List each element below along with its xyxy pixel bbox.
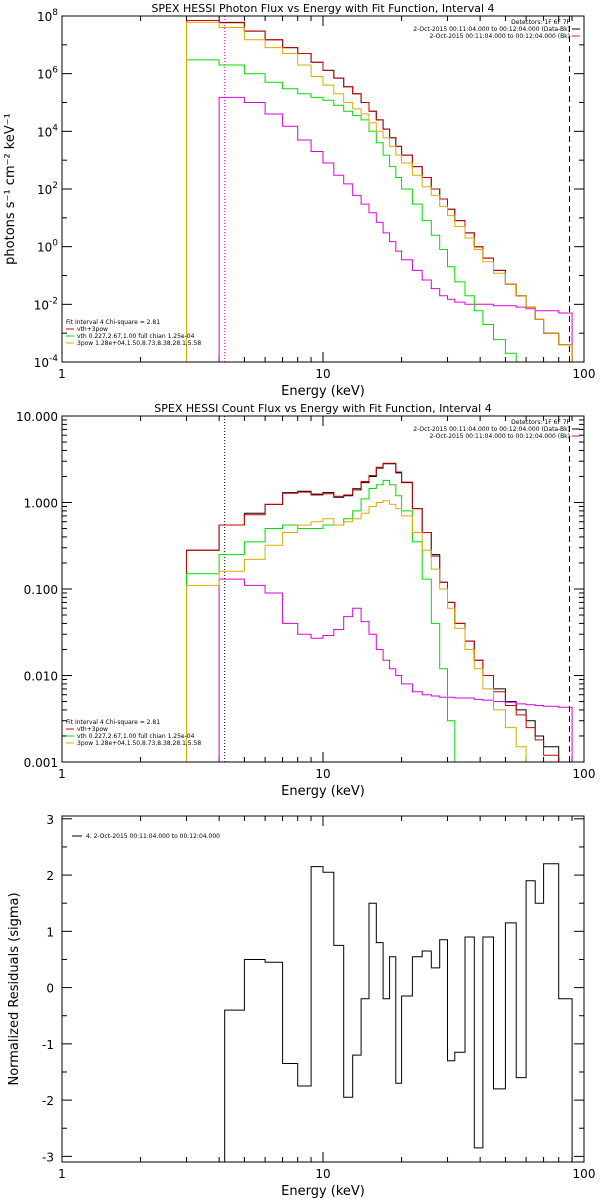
y-tick-label: 10-2 (34, 296, 58, 312)
y-tick-label: -3 (42, 1150, 54, 1164)
header-text-1: Detectors: 1F 6F 7F (511, 419, 570, 426)
plot-frame (61, 415, 585, 763)
chart-panel-2: SPEX HESSI Count Flux vs Energy with Fit… (16, 402, 596, 799)
y-tick-label: 104 (37, 123, 58, 139)
y-tick-base: 10 (34, 356, 49, 370)
y-tick-label: 0.001 (24, 756, 58, 770)
legend-entry: vth 0.227,2.67,1.00 full chian 1.25e-04 (77, 733, 195, 740)
series-bk-curve (218, 96, 573, 362)
x-tick-label: 1 (58, 767, 66, 781)
header-text-2: 2-Oct-2015 00:11:04.000 to 00:12:04.000 … (413, 426, 570, 433)
chart-panel-3: 1 10 100 Energy (keV) -3 -2 -1 0 1 2 3 Normalized R… (7, 813, 595, 1199)
header-text-3: 2-Oct-2015 00:11:04.000 to 00:12:04.000 … (430, 433, 571, 440)
legend-entry: 4. 2-Oct-2015 00:11:04.000 to 00:12:04.0… (86, 833, 220, 840)
y-tick-base: 10 (34, 298, 49, 312)
y-tick-label: -2 (42, 1094, 54, 1108)
series-residuals-curve (224, 863, 573, 1162)
y-tick-label: -1 (42, 1038, 54, 1052)
y-tick-label: 106 (37, 66, 58, 82)
y-tick-base: 10 (37, 10, 52, 24)
x-tick-label: 10 (315, 767, 330, 781)
plot-area (186, 462, 573, 762)
legend-entry: 3pow 1.28e+04,1.50,8.73,8.38,28.1,5.58 (77, 740, 201, 747)
series-3pow-curve (186, 21, 573, 362)
y-tick-label: 0.010 (24, 670, 58, 684)
x-tick-label: 100 (573, 1167, 596, 1181)
series-databk-curve (186, 463, 573, 762)
chart-title: SPEX HESSI Count Flux vs Energy with Fit… (154, 402, 491, 415)
plot-area (186, 20, 573, 362)
y-tick-label: 100 (37, 239, 58, 255)
x-tick-label: 10 (315, 1167, 330, 1181)
y-tick-exponent: 0 (52, 239, 58, 249)
y-tick-base: 10 (37, 183, 52, 197)
x-tick-label: 1 (58, 367, 66, 381)
legend-title: Fit Interval 4 Chi-square = 2.81 (66, 719, 160, 726)
legend-entry: vth+3pow (77, 726, 108, 733)
chart-title: SPEX HESSI Photon Flux vs Energy with Fi… (151, 2, 494, 15)
plot-area (224, 863, 573, 1162)
x-axis-label: Energy (keV) (281, 1184, 365, 1199)
plot-frame (61, 815, 585, 1163)
y-tick-label: 102 (37, 181, 58, 197)
y-tick-label: 3 (46, 813, 54, 827)
header-text-2: 2-Oct-2015 00:11:04.000 to 00:12:04.000 … (413, 26, 570, 33)
legend-title: Fit Interval 4 Chi-square = 2.81 (66, 319, 160, 326)
x-tick-label: 1 (58, 1167, 66, 1181)
plot-frame (61, 15, 585, 363)
y-tick-label: 10-4 (34, 354, 59, 370)
chart-panel-1: SPEX HESSI Photon Flux vs Energy with Fi… (3, 2, 596, 399)
series-vth+3pow-curve (186, 462, 560, 762)
y-tick-exponent: -2 (49, 296, 58, 306)
y-tick-exponent: 2 (52, 181, 58, 191)
series-vth-curve (186, 479, 456, 762)
y-axis-label: Normalized Residuals (sigma) (7, 892, 22, 1085)
y-tick-label: 108 (37, 8, 58, 24)
header-text-1: Detectors: 1F 6F 7F (511, 19, 570, 26)
y-tick-exponent: -4 (49, 354, 58, 364)
legend-entry: vth+3pow (77, 326, 108, 333)
header-text-3: 2-Oct-2015 00:11:04.000 to 00:12:04.000 … (430, 33, 571, 40)
legend-entry: 3pow 1.28e+04,1.50,8.73,8.38,28.1,5.58 (77, 340, 201, 347)
y-tick-label: 2 (46, 869, 54, 883)
x-tick-label: 100 (573, 767, 596, 781)
series-vth-curve (186, 59, 517, 362)
series-3pow-curve (186, 500, 536, 762)
x-tick-label: 100 (573, 367, 596, 381)
y-tick-exponent: 6 (52, 66, 58, 76)
y-tick-exponent: 4 (52, 123, 58, 133)
y-tick-label: 10.000 (16, 410, 58, 424)
x-axis-label: Energy (keV) (281, 784, 365, 799)
y-tick-label: 1 (46, 925, 54, 939)
y-tick-label: 0 (46, 982, 54, 996)
y-tick-base: 10 (37, 125, 52, 139)
series-bk-curve (218, 578, 573, 762)
y-tick-exponent: 8 (52, 8, 58, 18)
legend-entry: vth 0.227,2.67,1.00 full chian 1.25e-04 (77, 333, 195, 340)
x-tick-label: 10 (315, 367, 330, 381)
y-tick-base: 10 (37, 241, 52, 255)
y-tick-base: 10 (37, 68, 52, 82)
y-axis-label: photons s⁻¹ cm⁻² keV⁻¹ (3, 113, 18, 265)
x-axis-label: Energy (keV) (281, 384, 365, 399)
y-tick-label: 0.100 (24, 583, 58, 597)
y-tick-label: 1.000 (24, 497, 58, 511)
